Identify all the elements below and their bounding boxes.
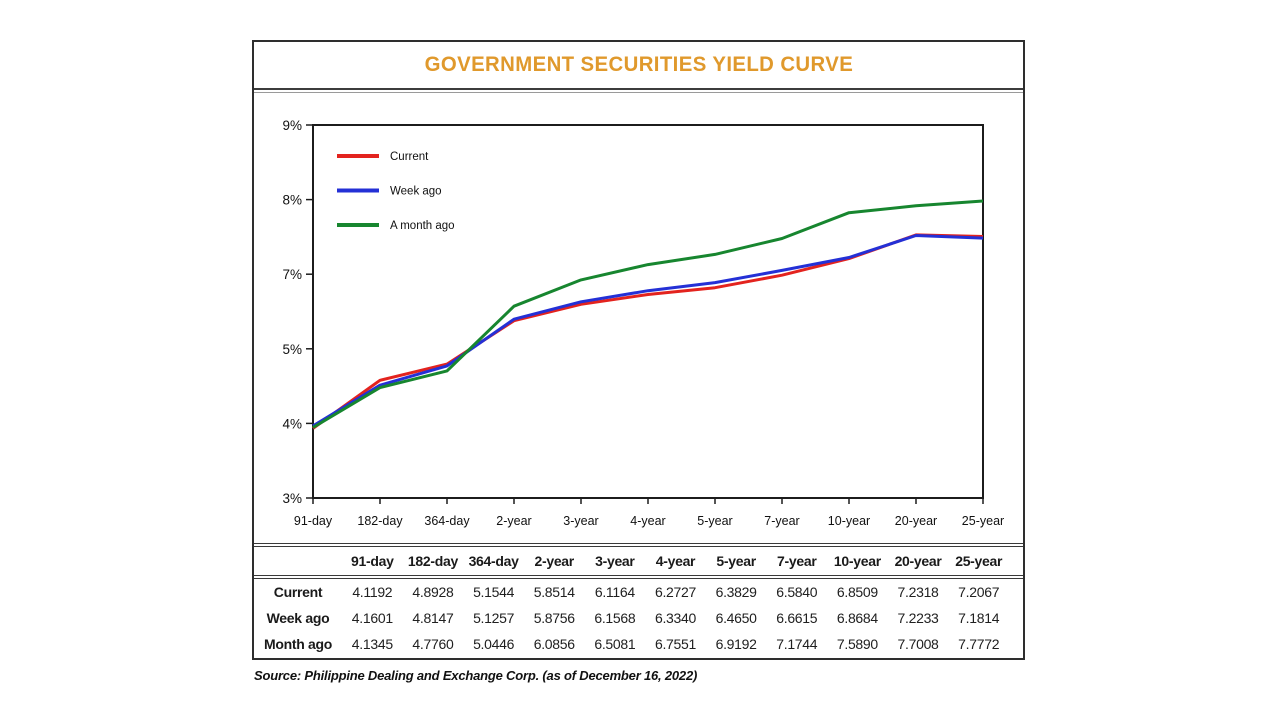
table-value-cell: 7.2318	[897, 584, 939, 600]
table-value-cell: 6.2727	[654, 584, 696, 600]
y-tick-label: 9%	[282, 118, 302, 133]
table-row: Month ago 4.1345 4.7760 5.0446 6.0856 6.5081 6…	[254, 631, 1023, 657]
table-column-header: 4-year	[655, 553, 696, 569]
table-value-cell: 6.8684	[836, 610, 878, 626]
table-value-cell: 6.7551	[654, 636, 696, 652]
table-value-cell: 6.9192	[715, 636, 757, 652]
table-value-cell: 6.5840	[776, 584, 818, 600]
legend-label: Current	[390, 151, 429, 163]
legend: Current Week ago A month ago	[337, 151, 455, 232]
yield-table: 91-day 182-day 364-day 2-year 3-year 4-year 5-…	[254, 543, 1023, 657]
table-row-label: Week ago	[266, 610, 330, 626]
series-line-week-ago	[312, 234, 984, 428]
plot-border	[312, 124, 984, 499]
table-value-cell: 4.8147	[412, 610, 454, 626]
yield-curve-chart: 9% 8% 7% 5% 4% 3% 91-day 182-day 364-day 2-year 3-…	[254, 93, 1023, 543]
x-tick-label: 91-day	[294, 514, 333, 528]
x-tick-label: 182-day	[357, 514, 403, 528]
x-tick-label: 25-year	[962, 514, 1004, 528]
table-value-cell: 6.0856	[533, 636, 575, 652]
table-column-header: 10-year	[833, 553, 881, 569]
table-value-cell: 6.8509	[836, 584, 878, 600]
chart-title: GOVERNMENT SECURITIES YIELD CURVE	[424, 53, 853, 76]
table-value-cell: 5.8756	[533, 610, 575, 626]
x-tick-label: 364-day	[424, 514, 470, 528]
title-divider	[254, 88, 1023, 93]
table-column-header: 7-year	[777, 553, 817, 569]
x-tick-label: 7-year	[764, 514, 799, 528]
table-value-cell: 7.7772	[958, 636, 1000, 652]
table-value-cell: 4.1192	[352, 584, 393, 600]
y-tick-label: 8%	[282, 193, 302, 208]
table-value-cell: 5.8514	[533, 584, 575, 600]
table-value-cell: 6.1568	[594, 610, 636, 626]
table-header-row: 91-day 182-day 364-day 2-year 3-year 4-year 5-…	[254, 547, 1023, 575]
x-tick-label: 10-year	[828, 514, 870, 528]
table-value-cell: 5.1257	[473, 610, 515, 626]
table-value-cell: 7.2067	[958, 584, 1000, 600]
table-value-cell: 6.4650	[715, 610, 757, 626]
table-column-header: 20-year	[894, 553, 942, 569]
y-axis: 9% 8% 7% 5% 4% 3%	[282, 118, 313, 506]
chart-card: GOVERNMENT SECURITIES YIELD CURVE 9% 8% 7%…	[252, 40, 1025, 660]
table-value-cell: 7.1814	[958, 610, 1000, 626]
table-column-header: 364-day	[468, 553, 519, 569]
table-column-header: 2-year	[534, 553, 574, 569]
series-line-a-month-ago	[312, 199, 984, 429]
table-column-header: 3-year	[595, 553, 635, 569]
table-value-cell: 6.5081	[594, 636, 636, 652]
table-value-cell: 5.1544	[473, 584, 515, 600]
y-tick-label: 7%	[282, 267, 302, 282]
table-value-cell: 4.1345	[351, 636, 393, 652]
table-row: Current 4.1192 4.8928 5.1544 5.8514 6.1164 6.2…	[254, 579, 1023, 605]
x-tick-label: 2-year	[496, 514, 531, 528]
title-band: GOVERNMENT SECURITIES YIELD CURVE	[254, 42, 1023, 88]
legend-label: A month ago	[390, 220, 455, 232]
table-value-cell: 4.1601	[351, 610, 393, 626]
x-tick-label: 4-year	[630, 514, 665, 528]
x-tick-label: 3-year	[563, 514, 598, 528]
table-value-cell: 5.0446	[473, 636, 515, 652]
y-tick-label: 4%	[282, 416, 302, 431]
table-value-cell: 7.1744	[776, 636, 818, 652]
table-column-header: 91-day	[351, 553, 394, 569]
table-row: Week ago 4.1601 4.8147 5.1257 5.8756 6.1568 6.…	[254, 605, 1023, 631]
table-value-cell: 7.7008	[897, 636, 939, 652]
table-value-cell: 4.7760	[412, 636, 454, 652]
table-column-header: 5-year	[716, 553, 756, 569]
table-value-cell: 6.6615	[776, 610, 818, 626]
table-top-rule	[254, 543, 1023, 547]
y-tick-label: 3%	[282, 491, 302, 506]
source-note: Source: Philippine Dealing and Exchange …	[254, 668, 698, 683]
y-tick-label: 5%	[282, 342, 302, 357]
x-tick-label: 20-year	[895, 514, 937, 528]
table-row-label: Current	[273, 584, 323, 600]
table-value-cell: 7.2233	[897, 610, 939, 626]
legend-label: Week ago	[390, 186, 442, 198]
table-column-header: 182-day	[407, 553, 458, 569]
table-value-cell: 7.5890	[836, 636, 878, 652]
table-value-cell: 4.8928	[412, 584, 454, 600]
table-row-label: Month ago	[263, 636, 333, 652]
table-value-cell: 6.3340	[654, 610, 696, 626]
x-axis: 91-day 182-day 364-day 2-year 3-year 4-year 5-…	[294, 498, 1004, 528]
table-header-rule	[254, 575, 1023, 579]
yield-curve-svg: 9% 8% 7% 5% 4% 3% 91-day 182-day 364-day 2-year 3-…	[282, 118, 1004, 528]
x-tick-label: 5-year	[697, 514, 732, 528]
table-value-cell: 6.3829	[715, 584, 757, 600]
table-column-header: 25-year	[955, 553, 1003, 569]
table-value-cell: 6.1164	[594, 584, 635, 600]
